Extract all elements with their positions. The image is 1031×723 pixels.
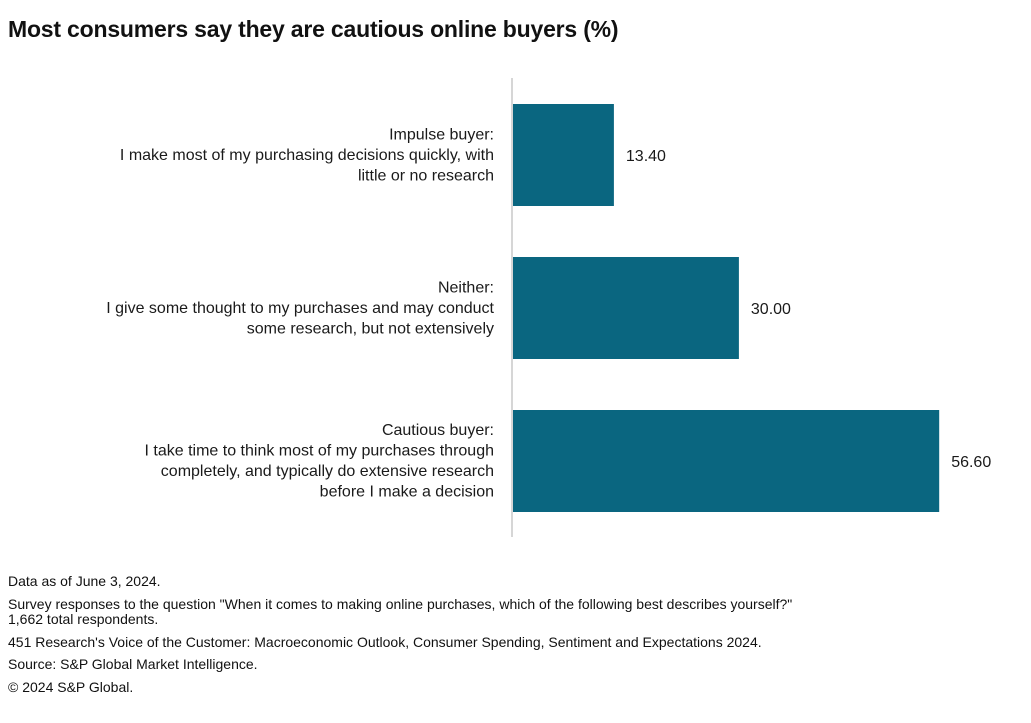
note-source: Source: S&P Global Market Intelligence. — [8, 656, 258, 672]
note-question: Survey responses to the question "When i… — [8, 595, 793, 612]
note-respondents: 1,662 total respondents. — [8, 611, 159, 627]
category-label-line: completely, and typically do extensive r… — [161, 463, 494, 480]
category-label-line: I give some thought to my purchases and … — [106, 300, 494, 317]
value-label-0: 13.40 — [626, 148, 666, 165]
bar-0 — [513, 104, 614, 206]
value-label-2: 56.60 — [951, 454, 991, 471]
bar-chart: 13.40 Impulse buyer: I make most of my pur… — [106, 78, 991, 537]
note-study: 451 Research's Voice of the Customer: Ma… — [8, 633, 762, 650]
value-label-1: 30.00 — [751, 301, 791, 318]
category-label-line: little or no research — [358, 167, 494, 184]
category-label-line: before I make a decision — [320, 484, 494, 501]
chart-title: Most consumers say they are cautious onl… — [8, 16, 619, 42]
category-label-line: some research, but not extensively — [247, 320, 494, 337]
category-label-0: Impulse buyer: I make most of my purchasi… — [120, 126, 494, 184]
category-label-line: Neither: — [438, 279, 494, 296]
category-label-line: I make most of my purchasing decisions q… — [120, 147, 494, 164]
category-label-line: Impulse buyer: — [389, 126, 494, 143]
note-copyright: © 2024 S&P Global. — [8, 678, 134, 695]
category-label-line: Cautious buyer: — [382, 422, 494, 439]
category-label-2: Cautious buyer: I take time to think most… — [145, 422, 495, 501]
footnotes: Data as of June 3, 2024. Survey response… — [8, 571, 792, 697]
bars-group: 13.40 Impulse buyer: I make most of my pur… — [106, 104, 991, 512]
note-date: Data as of June 3, 2024. — [8, 573, 161, 589]
category-label-1: Neither: I give some thought to my purcha… — [106, 279, 494, 337]
category-label-line: I take time to think most of my purchase… — [145, 443, 495, 460]
bar-1 — [513, 257, 739, 359]
bar-2 — [513, 410, 940, 512]
